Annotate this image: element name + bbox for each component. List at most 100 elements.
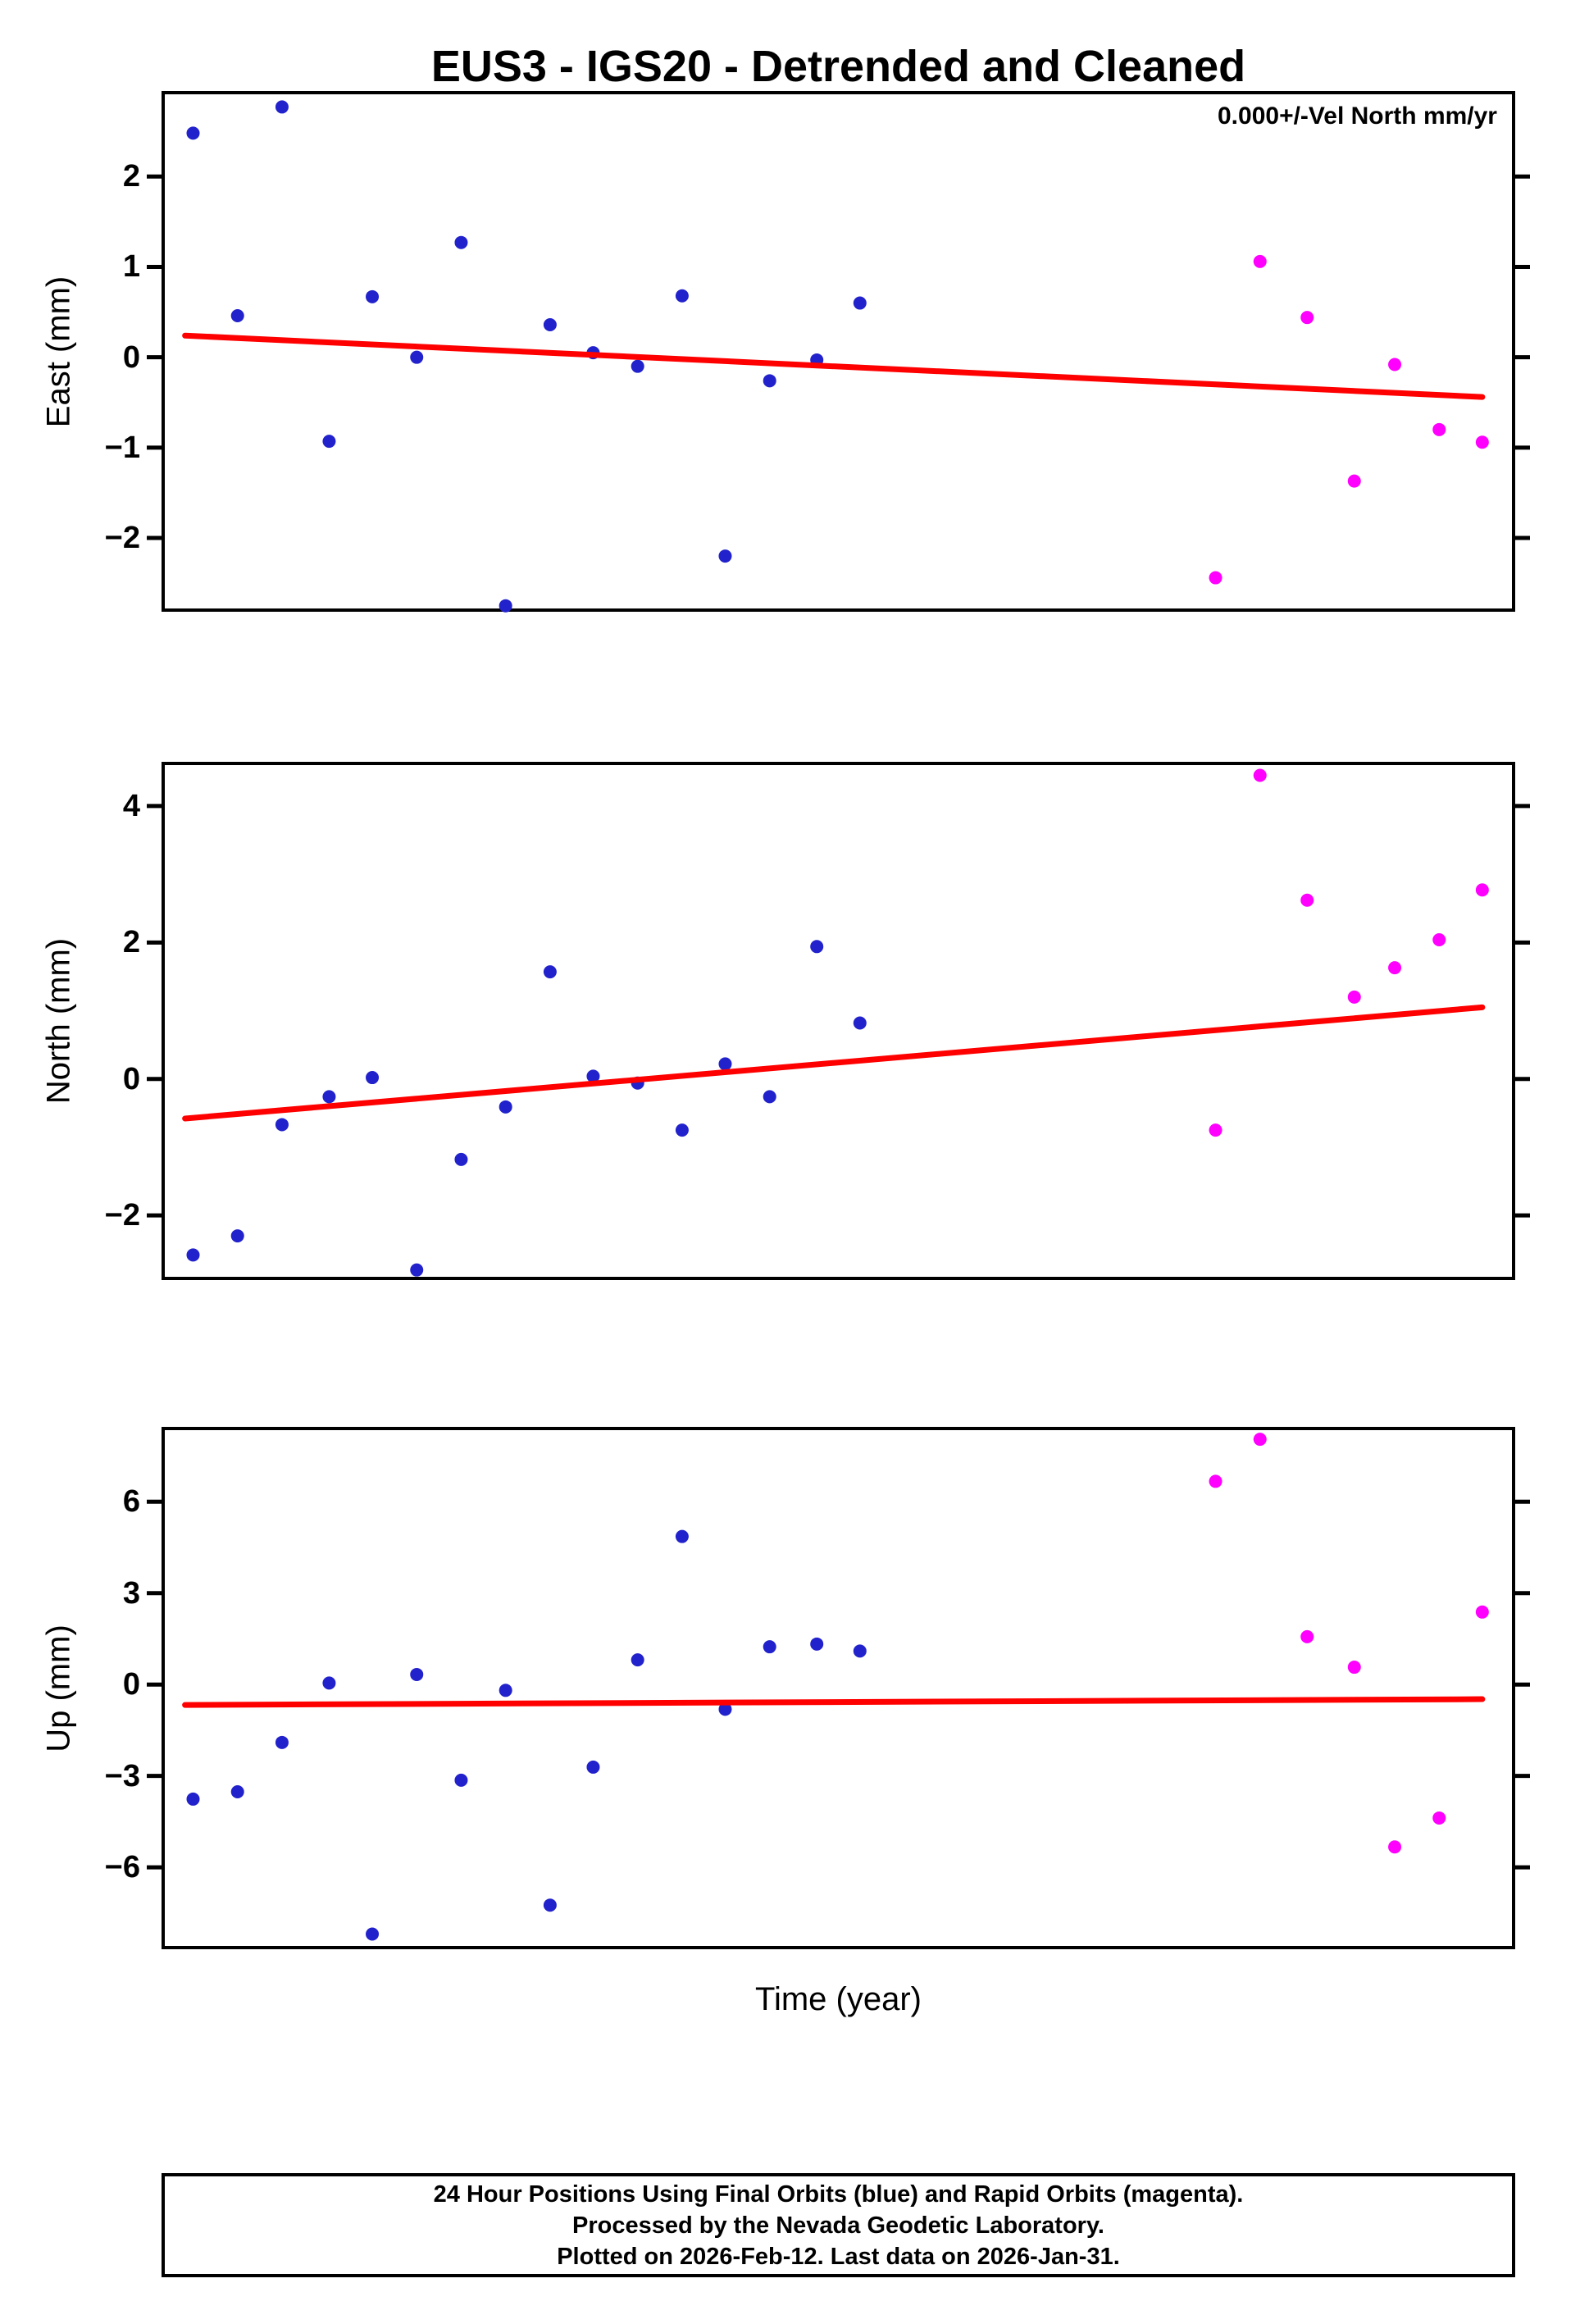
y-tick-label: −1 [104,430,140,465]
data-point-rapid [1209,1474,1222,1488]
data-point-final [230,1785,244,1799]
data-point-final [275,1118,289,1132]
up-axis-label: Up (mm) [40,1624,77,1752]
data-point-final [763,1090,776,1104]
data-point-rapid [1347,990,1361,1004]
data-point-rapid [1388,1840,1402,1854]
data-point-final [543,317,557,331]
data-point-final [853,296,867,310]
data-point-final [322,1090,336,1104]
data-point-final [322,435,336,449]
y-tick-label: −2 [104,521,140,556]
data-point-final [810,1637,824,1651]
trend-line [182,1004,1486,1122]
data-point-final [718,1057,732,1071]
data-point-final [675,289,689,303]
x-axis-label: Time (year) [755,1981,922,2017]
east-panel: East (mm) 0.000+/-Vel North mm/yr 2 1 0 −1 −… [41,91,1530,613]
y-tick-label: 6 [122,1484,140,1520]
data-point-rapid [1253,1433,1267,1447]
north-axis-label: North (mm) [40,937,77,1105]
data-point-final [322,1676,336,1690]
data-point-final [454,1152,468,1166]
y-tick-label: 1 [122,249,140,285]
data-point-final [410,1667,424,1681]
y-tick-label: 0 [122,339,140,375]
data-point-final [186,1248,200,1262]
footer-line-orbits: 24 Hour Positions Using Final Orbits (bl… [433,2180,1244,2208]
data-point-rapid [1300,893,1314,907]
north-panel: North (mm) 4 2 0 −2 [41,762,1530,1280]
data-point-final [631,359,644,373]
y-tick-label: 4 [122,788,140,823]
y-tick-label: 0 [122,1061,140,1096]
trend-line [182,1696,1486,1708]
data-point-final [186,126,200,140]
footer-box: 24 Hour Positions Using Final Orbits (bl… [162,2173,1515,2277]
up-plot-canvas [147,1433,1530,1941]
data-point-rapid [1347,1661,1361,1675]
data-point-final [410,1263,424,1277]
data-point-final [543,1898,557,1912]
data-point-rapid [1300,311,1314,325]
data-point-rapid [1209,1123,1222,1137]
data-point-final [763,374,776,388]
data-point-final [853,1016,867,1030]
data-point-final [853,1644,867,1658]
data-point-final [631,1653,644,1667]
data-point-final [499,1100,512,1114]
data-point-final [763,1640,776,1654]
footer-line-dates: Plotted on 2026-Feb-12. Last data on 202… [557,2243,1120,2270]
y-tick-label: 3 [122,1575,140,1611]
east-axis-label: East (mm) [40,276,77,427]
y-tick-label: −3 [104,1758,140,1793]
data-point-final [675,1123,689,1137]
y-tick-label: 0 [122,1667,140,1702]
data-point-rapid [1475,1605,1489,1619]
page-title: EUS3 - IGS20 - Detrended and Cleaned [430,42,1246,91]
data-point-rapid [1388,358,1402,371]
data-point-final [499,599,512,613]
data-point-final [230,1229,244,1243]
east-plot-canvas [147,100,1530,613]
data-point-final [366,1071,380,1085]
data-point-final [810,940,824,954]
y-tick-label: 2 [122,159,140,194]
data-point-rapid [1432,422,1446,436]
up-panel: Up (mm) 6 3 0 −3 −6 [41,1427,1530,1949]
data-point-rapid [1388,961,1402,975]
data-point-final [275,100,289,114]
data-point-rapid [1300,1629,1314,1643]
data-point-final [543,965,557,979]
data-point-rapid [1253,768,1267,782]
data-point-final [675,1529,689,1543]
y-tick-label: −6 [104,1850,140,1885]
data-point-rapid [1475,883,1489,897]
footer-line-processed: Processed by the Nevada Geodetic Laborat… [572,2212,1104,2239]
data-point-final [366,1927,380,1941]
y-tick-label: −2 [104,1198,140,1233]
data-point-rapid [1347,474,1361,488]
north-plot-canvas [147,768,1530,1277]
data-point-rapid [1432,1811,1446,1825]
data-point-rapid [1253,254,1267,268]
data-point-final [454,235,468,249]
data-point-final [230,308,244,322]
trend-line [182,332,1486,400]
data-point-final [186,1792,200,1806]
data-point-final [410,350,424,364]
data-point-final [275,1735,289,1749]
y-tick-label: 2 [122,925,140,960]
data-point-final [366,289,380,303]
velocity-annotation: 0.000+/-Vel North mm/yr [1218,103,1497,130]
data-point-final [499,1684,512,1697]
data-point-final [586,1069,600,1083]
data-point-rapid [1475,435,1489,449]
data-point-rapid [1432,932,1446,946]
data-point-rapid [1209,571,1222,585]
data-point-final [718,1702,732,1716]
data-point-final [718,549,732,563]
data-point-final [586,1760,600,1774]
data-point-final [454,1773,468,1787]
